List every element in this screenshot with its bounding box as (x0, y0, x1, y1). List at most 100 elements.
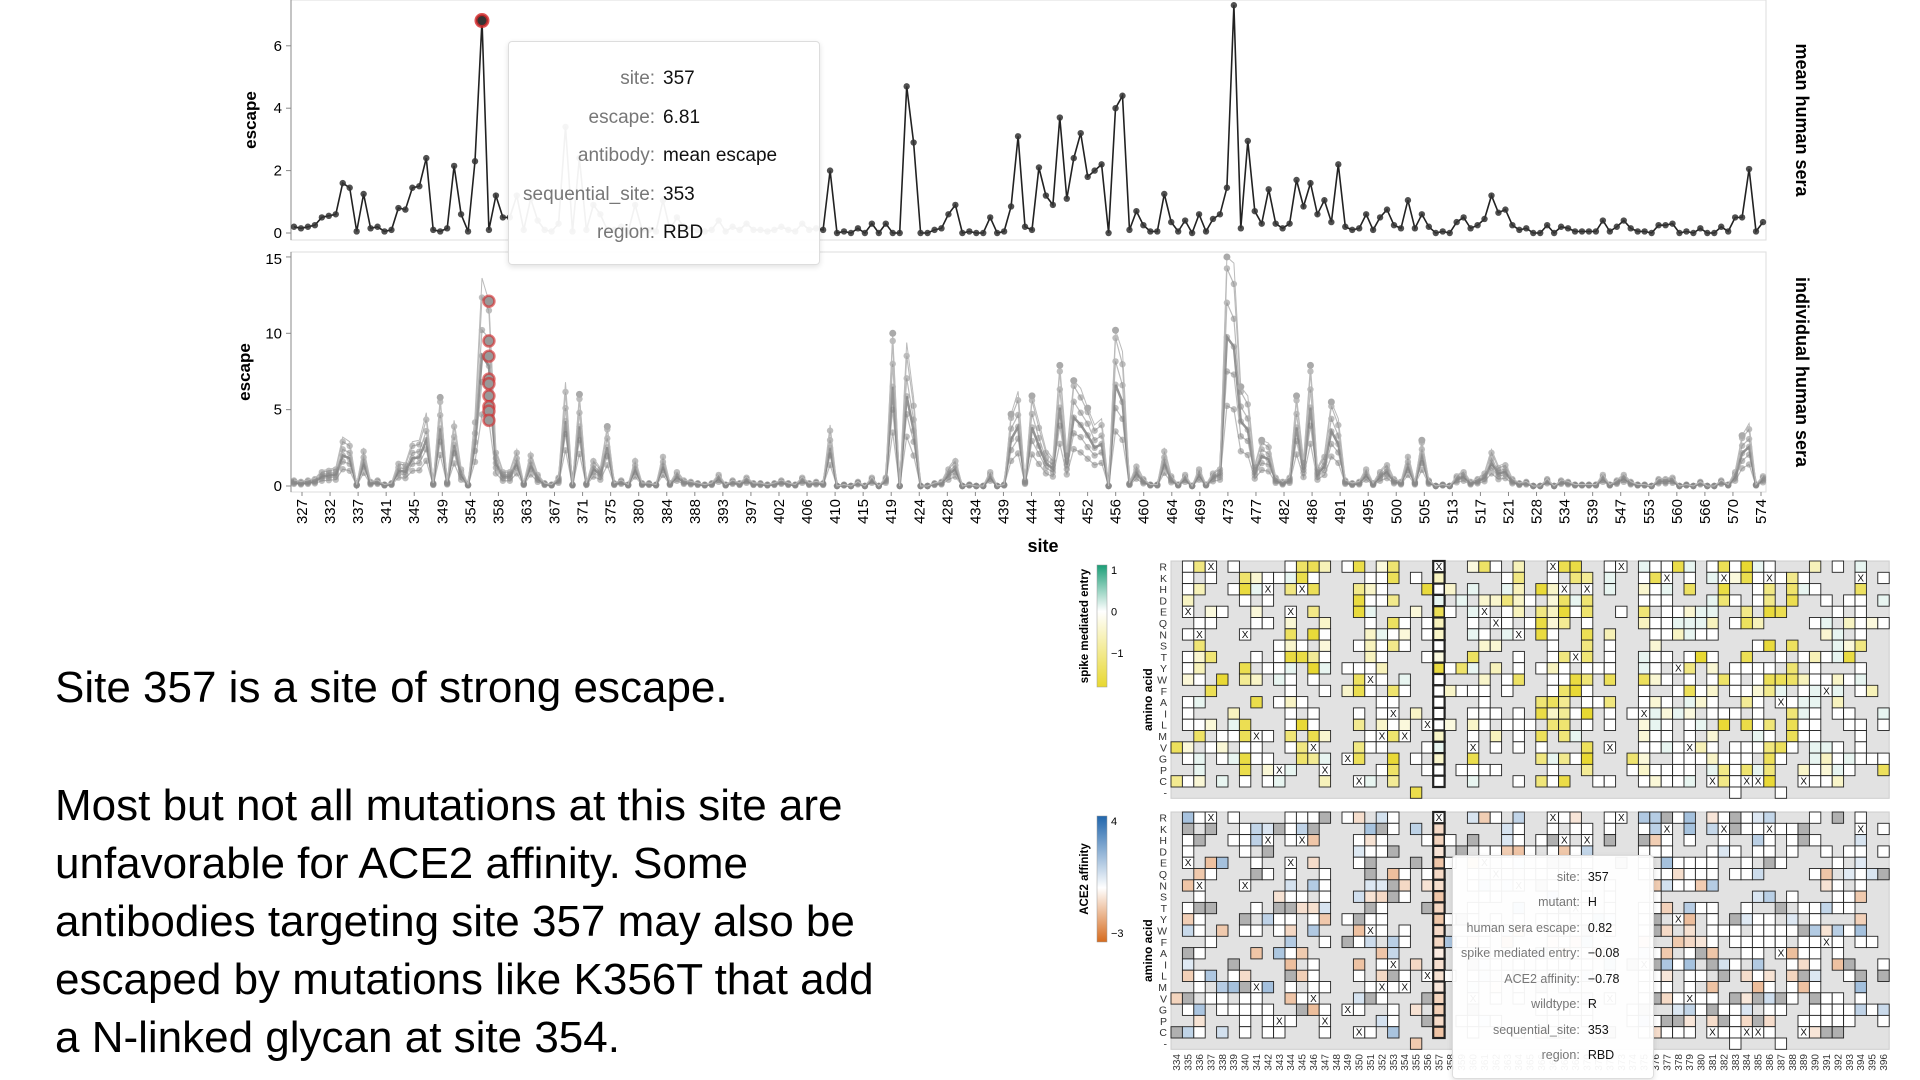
heatmap-cell (1181, 947, 1195, 960)
heatmap-cell (1432, 889, 1446, 904)
wildtype-mark: X (1287, 607, 1294, 618)
heatmap-cell (1307, 958, 1320, 971)
heatmap-cell (1432, 856, 1446, 870)
heatmap-cell (1774, 571, 1788, 585)
heatmap-cell (1877, 763, 1890, 777)
individual-serum-point (1509, 475, 1516, 483)
heatmap-cell (1751, 696, 1765, 709)
heatmap-cell (1831, 684, 1845, 698)
individual-serum-point (1342, 477, 1349, 484)
heatmap-cell (1854, 992, 1867, 1005)
heatmap-cell (1751, 969, 1765, 982)
amino-acid-label: H (1159, 835, 1167, 847)
heatmap-cell (1535, 752, 1548, 765)
mean-escape-point (395, 204, 402, 212)
heatmap-cell (1295, 822, 1309, 836)
heatmap-cell (1763, 673, 1776, 686)
mean-escape-point (1641, 228, 1648, 235)
heatmap-cell (1238, 662, 1252, 675)
heatmap-site-label: 339 (1229, 1054, 1240, 1071)
wildtype-mark: X (1242, 881, 1249, 892)
individual-serum-point (304, 477, 312, 484)
heatmap-cell (1763, 718, 1776, 731)
heatmap-cell (1238, 981, 1252, 994)
heatmap-cell (1364, 845, 1377, 858)
wildtype-mark: X (1253, 732, 1260, 743)
heatmap-cell (1740, 992, 1753, 1005)
heatmap-cell (1318, 650, 1332, 664)
heatmap-cell (1375, 763, 1389, 777)
heatmap-cell (1649, 571, 1662, 585)
highlighted-point (482, 376, 496, 391)
heatmap-cell (1489, 811, 1503, 824)
heatmap-cell (1216, 775, 1229, 788)
heatmap-cell (1558, 662, 1571, 675)
individual-serum-peak-point (1293, 392, 1301, 400)
mean-escape-point (1014, 133, 1022, 140)
heatmap-cell (1751, 718, 1765, 731)
heatmap-cell (1865, 935, 1879, 949)
mean-escape-point (1606, 228, 1614, 235)
amino-acid-label: F (1161, 686, 1167, 698)
x-tick-label: 388 (687, 499, 704, 524)
heatmap-cell (1706, 617, 1719, 630)
heatmap-cell (1763, 992, 1776, 1005)
heatmap-cell (1489, 560, 1503, 573)
heatmap-cell (1843, 639, 1856, 652)
heatmap-cell (1295, 650, 1309, 664)
heatmap-cell (1227, 718, 1240, 731)
heatmap-cell (1352, 752, 1366, 765)
heatmap-cell (1432, 605, 1446, 619)
mean-escape-point (1543, 222, 1551, 229)
heatmap-cell (1683, 696, 1696, 709)
mean-escape-point (1648, 229, 1655, 237)
heatmap-cell (1774, 822, 1788, 836)
heatmap-cell (1831, 1026, 1845, 1039)
individual-serum-point (1244, 451, 1252, 459)
heatmap-cell (1204, 901, 1218, 915)
heatmap-cell (1808, 969, 1822, 982)
heatmap-cell (1706, 560, 1719, 573)
heatmap-cell (1831, 650, 1845, 664)
heatmap-cell (1808, 924, 1822, 937)
heatmap-cell (1637, 571, 1651, 585)
heatmap-cell (1432, 912, 1446, 927)
amino-acid-label: G (1159, 1005, 1167, 1017)
heatmap-site-label: 355 (1412, 1054, 1423, 1071)
heatmap-site-label: 353 (1389, 1054, 1400, 1071)
heatmap-cell (1820, 868, 1833, 881)
heatmap-cell (1432, 957, 1446, 972)
heatmap-cell (1786, 571, 1799, 585)
heatmap-cell (1854, 913, 1867, 926)
heatmap-cell (1637, 617, 1651, 630)
heatmap-cell (1284, 879, 1297, 892)
heatmap-cell (1261, 1003, 1275, 1016)
x-tick-label: 495 (1360, 499, 1377, 524)
heatmap-cell (1786, 594, 1799, 607)
heatmap-cell (1409, 1003, 1423, 1016)
heatmap-cell (1786, 696, 1799, 709)
mean-escape-point (1112, 105, 1119, 112)
heatmap-cell (1831, 947, 1845, 960)
mean-escape-point (367, 225, 374, 232)
heatmap-cell (1284, 811, 1297, 824)
individual-serum-point (952, 457, 959, 465)
x-tick-label: 345 (406, 499, 423, 524)
heatmap-cell (1181, 605, 1195, 618)
heatmap-cell (1820, 594, 1833, 607)
heatmap-cell (1820, 924, 1833, 937)
heatmap-cell (1740, 718, 1753, 731)
heatmap-cell (1808, 947, 1822, 960)
mean-escape-point (1620, 217, 1627, 224)
individual-serum-point (1126, 480, 1133, 487)
heatmap-cell (1672, 811, 1685, 824)
heatmap-cell (1740, 969, 1753, 982)
heatmap-cell (1455, 763, 1468, 777)
heatmap-cell (1318, 684, 1332, 698)
heatmap-cell (1683, 958, 1696, 971)
heatmap-cell (1808, 868, 1822, 881)
heatmap-cell (1603, 696, 1617, 709)
amino-acid-label: P (1160, 1016, 1167, 1028)
heatmap-cell (1261, 617, 1275, 630)
mean-escape-point (1724, 228, 1732, 235)
